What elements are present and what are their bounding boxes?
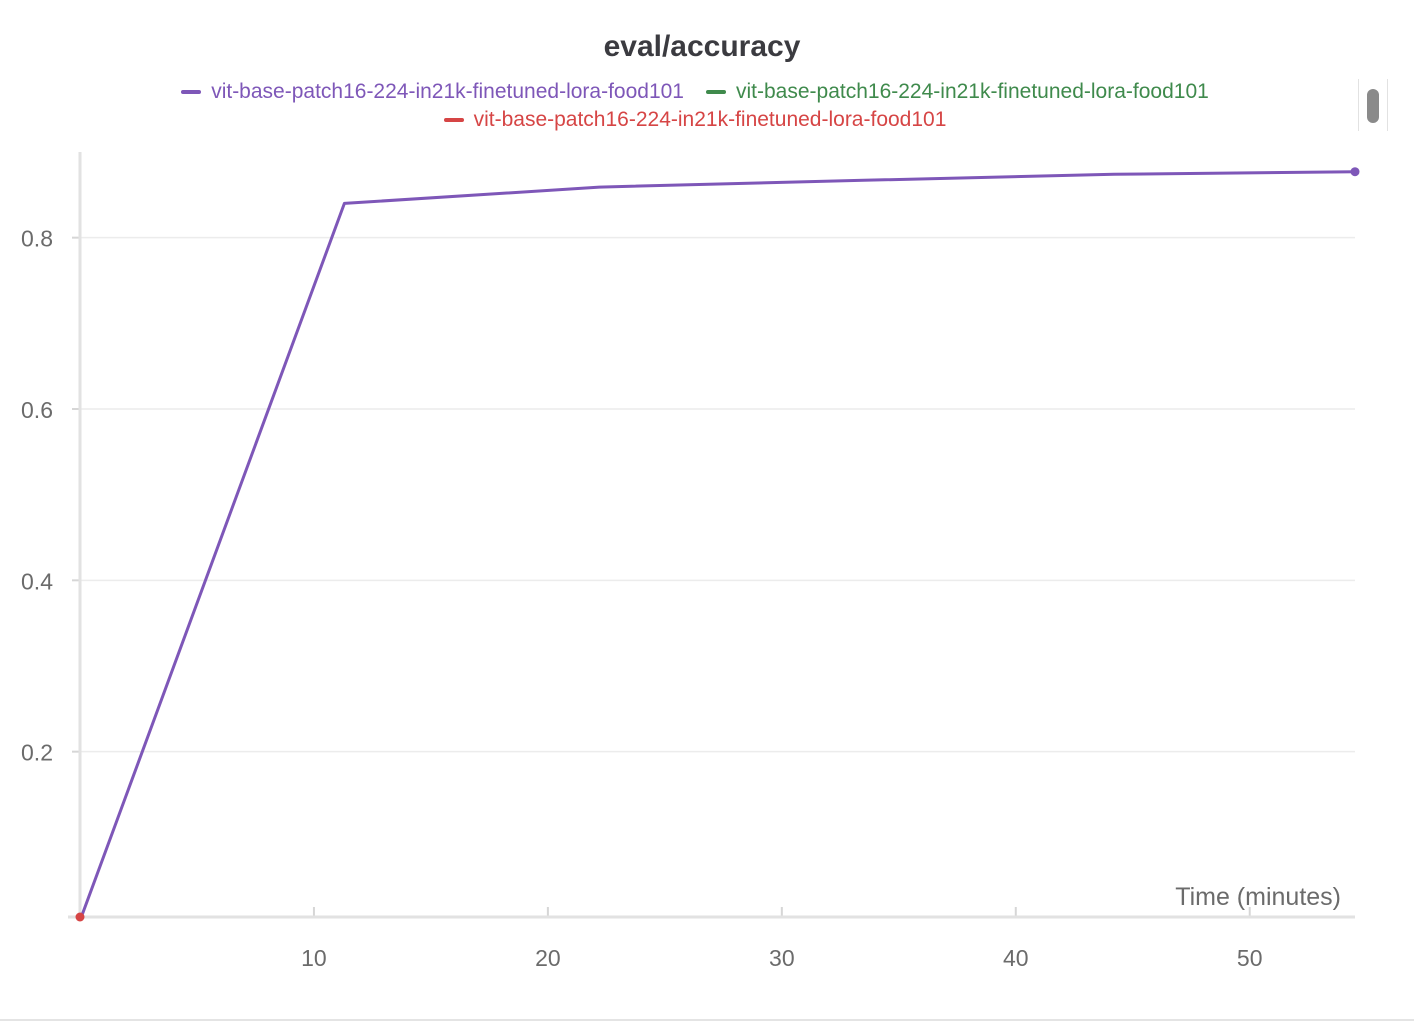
series-points xyxy=(75,167,1360,922)
legend-item-series-2[interactable]: vit-base-patch16-224-in21k-finetuned-lor… xyxy=(706,80,1209,104)
legend-label: vit-base-patch16-224-in21k-finetuned-lor… xyxy=(211,80,684,103)
legend-row: vit-base-patch16-224-in21k-finetuned-lor… xyxy=(0,108,1390,132)
series-end-point-1 xyxy=(1350,167,1360,177)
y-tick-label: 0.6 xyxy=(21,397,53,423)
x-tick-label: 20 xyxy=(535,945,561,971)
tick-labels: 0.2 0.4 0.6 0.8 10 20 30 40 50 xyxy=(21,226,1263,971)
gridlines xyxy=(80,236,1355,753)
panel-divider xyxy=(0,1019,1414,1021)
x-tick-label: 10 xyxy=(301,945,327,971)
series-line-1 xyxy=(80,170,1356,915)
legend-scrollbar[interactable] xyxy=(1358,79,1388,131)
y-tick-label: 0.8 xyxy=(21,226,53,252)
x-tick-label: 50 xyxy=(1237,945,1263,971)
legend-item-series-3[interactable]: vit-base-patch16-224-in21k-finetuned-lor… xyxy=(443,108,947,132)
legend-swatch xyxy=(443,118,464,122)
x-tick-label: 40 xyxy=(1003,945,1029,971)
legend-row: vit-base-patch16-224-in21k-finetuned-lor… xyxy=(0,80,1390,104)
y-tick-label: 0.2 xyxy=(21,740,53,766)
legend-scroll-thumb[interactable] xyxy=(1367,89,1379,123)
y-tick-label: 0.4 xyxy=(21,568,53,594)
series-lines xyxy=(80,170,1356,915)
series-point-3 xyxy=(75,912,85,922)
legend-swatch xyxy=(181,90,202,94)
legend-swatch xyxy=(706,90,726,94)
axes xyxy=(68,152,1355,919)
legend-item-series-1[interactable]: vit-base-patch16-224-in21k-finetuned-lor… xyxy=(181,80,684,104)
x-axis-label: Time (minutes) xyxy=(1175,883,1341,911)
legend-label: vit-base-patch16-224-in21k-finetuned-lor… xyxy=(473,108,947,131)
chart-title: eval/accuracy xyxy=(603,30,801,63)
x-tick-label: 30 xyxy=(769,945,795,971)
legend-label: vit-base-patch16-224-in21k-finetuned-lor… xyxy=(736,80,1209,103)
